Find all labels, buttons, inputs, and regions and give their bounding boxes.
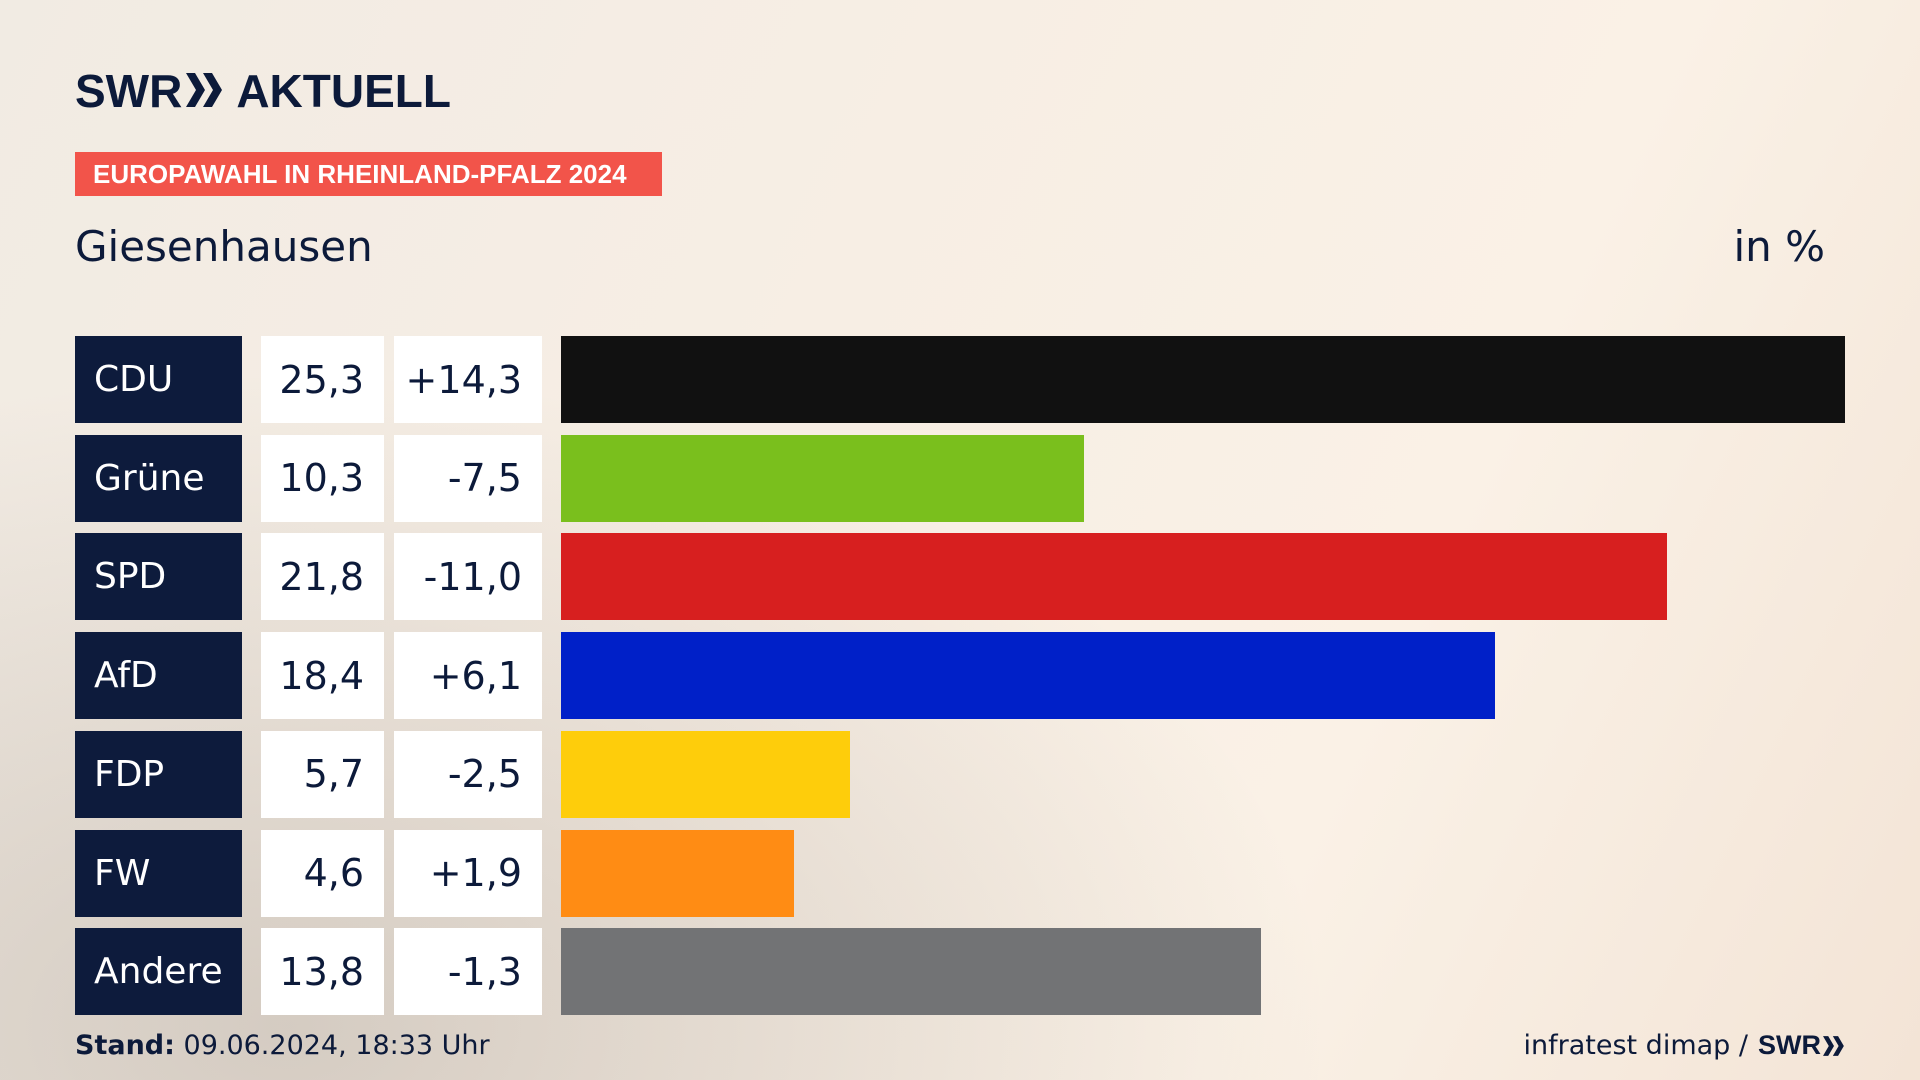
double-chevron-icon <box>186 64 224 118</box>
unit-label: in % <box>1733 222 1825 271</box>
result-row: AfD 18,4 +6,1 <box>75 632 1845 720</box>
election-banner: EUROPAWAHL IN RHEINLAND-PFALZ 2024 <box>75 152 662 196</box>
source-credit: infratest dimap / SWR <box>1523 1030 1845 1061</box>
result-row: CDU 25,3 +14,3 <box>75 336 1845 423</box>
stand-label: Stand: <box>75 1030 175 1061</box>
change-label: -1,3 <box>394 928 542 1016</box>
swr-aktuell-logo: SWR AKTUELL <box>75 64 451 118</box>
result-row: Grüne 10,3 -7,5 <box>75 434 1845 522</box>
party-label: CDU <box>75 336 242 423</box>
source-text: infratest dimap / <box>1523 1030 1748 1061</box>
result-row: FW 4,6 +1,9 <box>75 829 1845 917</box>
result-bar <box>561 533 1668 621</box>
logo-aktuell-text: AKTUELL <box>236 65 451 117</box>
party-label: AfD <box>75 632 242 720</box>
value-label: 25,3 <box>261 336 384 423</box>
result-bar <box>561 730 851 818</box>
value-label: 21,8 <box>261 533 384 621</box>
result-bar <box>561 336 1845 423</box>
value-label: 4,6 <box>261 829 384 917</box>
party-label: SPD <box>75 533 242 621</box>
timestamp: Stand: 09.06.2024, 18:33 Uhr <box>75 1030 490 1061</box>
result-row: Andere 13,8 -1,3 <box>75 928 1845 1016</box>
change-label: +6,1 <box>394 632 542 720</box>
party-label: FDP <box>75 730 242 818</box>
result-bar <box>561 632 1495 720</box>
result-bar <box>561 829 795 917</box>
party-label: Andere <box>75 928 242 1016</box>
party-label: Grüne <box>75 434 242 522</box>
place-title: Giesenhausen <box>75 222 373 271</box>
change-label: -7,5 <box>394 434 542 522</box>
source-swr-text: SWR <box>1758 1030 1821 1060</box>
stand-value: 09.06.2024, 18:33 Uhr <box>183 1030 490 1061</box>
change-label: -11,0 <box>394 533 542 621</box>
result-row: FDP 5,7 -2,5 <box>75 730 1845 818</box>
change-label: +14,3 <box>394 336 542 423</box>
value-label: 18,4 <box>261 632 384 720</box>
result-bar <box>561 928 1262 1016</box>
value-label: 13,8 <box>261 928 384 1016</box>
result-row: SPD 21,8 -11,0 <box>75 533 1845 621</box>
logo-swr-text: SWR <box>75 65 183 117</box>
change-label: -2,5 <box>394 730 542 818</box>
source-chevron-icon <box>1823 1035 1844 1056</box>
value-label: 5,7 <box>261 730 384 818</box>
result-bar <box>561 434 1084 522</box>
value-label: 10,3 <box>261 434 384 522</box>
change-label: +1,9 <box>394 829 542 917</box>
party-label: FW <box>75 829 242 917</box>
